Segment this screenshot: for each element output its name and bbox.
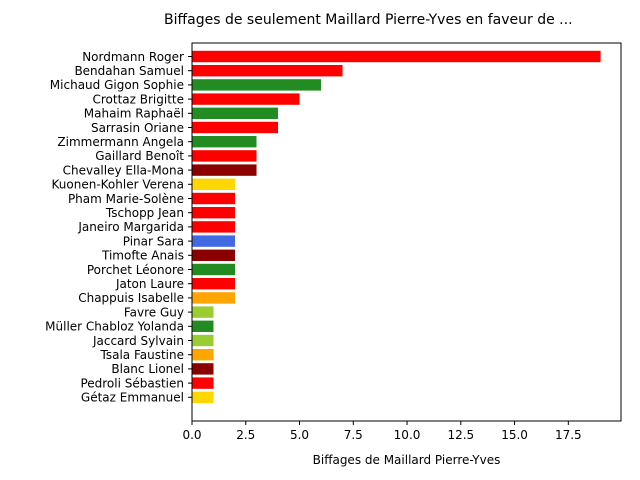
category-label: Porchet Léonore (87, 263, 184, 277)
bar-6 (192, 136, 257, 148)
bar-18 (192, 306, 214, 318)
x-axis-ticks: 0.0 2.5 5.0 7.5 10.0 12.5 15.0 17.5 (182, 421, 582, 442)
bar-0 (192, 50, 601, 63)
x-tick-label: 15.0 (501, 428, 528, 442)
x-axis-title: Biffages de Maillard Pierre-Yves (313, 453, 501, 467)
chart-title: Biffages de seulement Maillard Pierre-Yv… (164, 12, 573, 28)
bar-1 (192, 65, 343, 77)
category-label: Pham Marie-Solène (68, 192, 184, 206)
category-label: Müller Chabloz Yolanda (45, 320, 184, 334)
bars-group (192, 50, 601, 403)
category-label: Blanc Lionel (111, 362, 184, 376)
bar-3 (192, 93, 300, 105)
category-label: Michaud Gigon Sophie (50, 78, 184, 92)
x-tick-label: 2.5 (236, 428, 255, 442)
plot-frame (191, 42, 622, 422)
category-label: Sarrasin Oriane (91, 121, 184, 135)
category-label: Zimmermann Angela (57, 135, 184, 149)
category-label: Crottaz Brigitte (92, 92, 184, 106)
bar-22 (192, 363, 214, 375)
x-tick-label: 17.5 (555, 428, 582, 442)
bar-4 (192, 107, 279, 119)
category-label: Mahaim Raphaël (84, 107, 184, 121)
x-tick-label: 12.5 (447, 428, 474, 442)
bar-10 (192, 192, 236, 205)
category-label: Favre Guy (124, 305, 184, 319)
category-label: Chappuis Isabelle (78, 291, 184, 305)
category-label: Kuonen-Kohler Verena (52, 178, 185, 192)
category-label: Tschopp Jean (105, 206, 184, 220)
x-tick-label: 7.5 (344, 428, 363, 442)
category-label: Timofte Anais (101, 249, 184, 263)
bar-15 (192, 263, 236, 276)
category-label: Tsala Faustine (100, 348, 185, 362)
bar-13 (192, 235, 236, 247)
x-tick-label: 10.0 (394, 428, 421, 442)
bar-21 (192, 349, 214, 361)
category-label: Jaccard Sylvain (92, 334, 184, 348)
bar-16 (192, 278, 236, 290)
category-label: Jaton Laure (115, 277, 184, 291)
category-label: Pinar Sara (123, 234, 184, 248)
bar-20 (192, 334, 214, 347)
x-tick-label: 0.0 (182, 428, 201, 442)
bar-12 (192, 221, 236, 233)
category-label: Gétaz Emmanuel (81, 391, 184, 405)
category-label: Janeiro Margarida (77, 220, 184, 234)
bar-7 (192, 150, 257, 162)
category-label: Chevalley Ella-Mona (63, 163, 184, 177)
bar-9 (192, 178, 236, 190)
bar-8 (192, 164, 257, 176)
category-label: Gaillard Benoît (95, 149, 184, 163)
category-label: Nordmann Roger (82, 50, 184, 64)
category-label: Pedroli Sébastien (80, 376, 184, 390)
bar-17 (192, 292, 236, 304)
bar-2 (192, 79, 322, 91)
bar-24 (192, 391, 214, 403)
bar-5 (192, 121, 279, 134)
bar-19 (192, 320, 214, 332)
category-label: Bendahan Samuel (74, 64, 184, 78)
bar-14 (192, 249, 236, 261)
x-tick-label: 5.0 (290, 428, 309, 442)
bar-23 (192, 377, 214, 389)
bar-11 (192, 207, 236, 219)
